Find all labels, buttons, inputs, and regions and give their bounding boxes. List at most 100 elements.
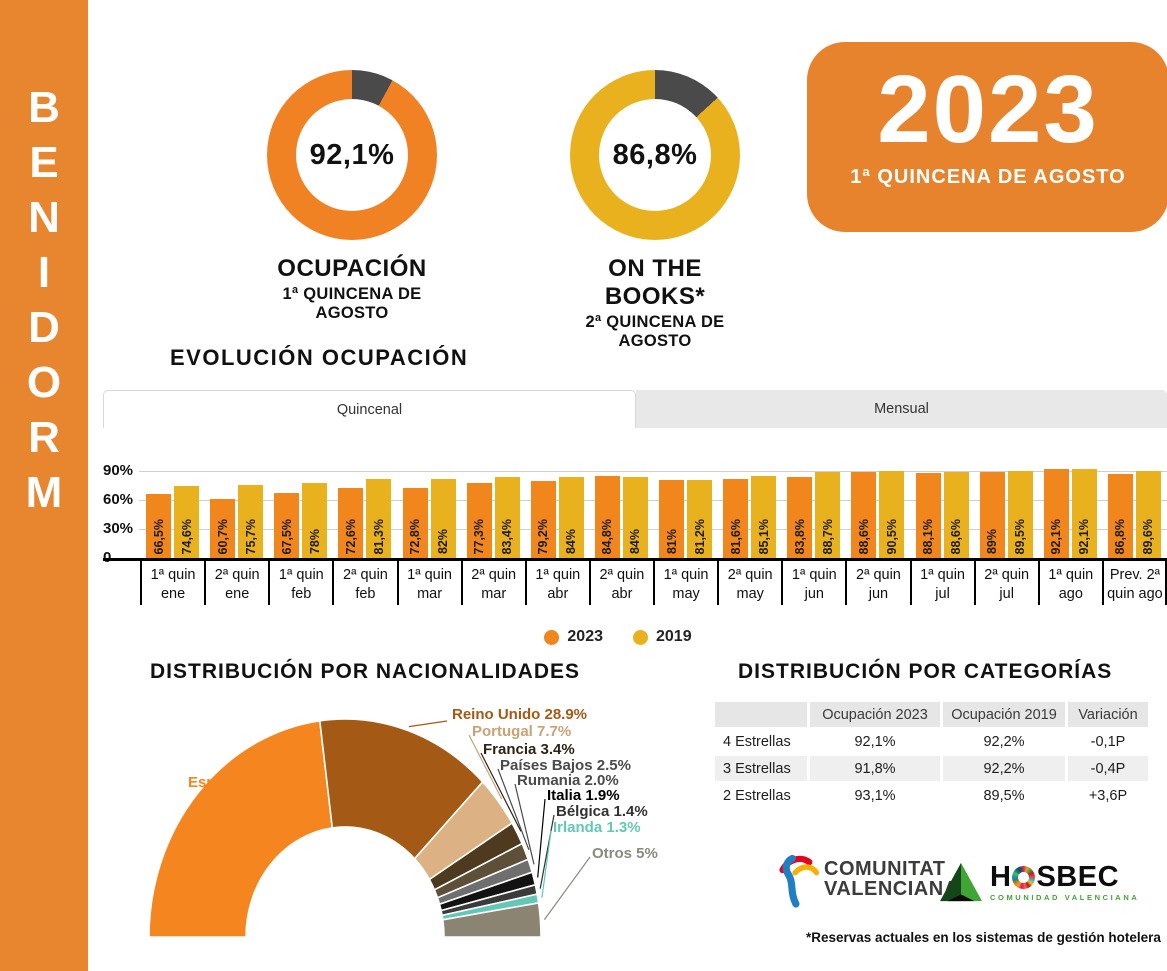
x-axis-label: 1ª quin ago bbox=[1048, 567, 1094, 602]
x-axis-label: 1ª quin jun bbox=[791, 567, 837, 602]
table-cell: 92,2% bbox=[983, 733, 1025, 750]
x-axis-label: 1ª quin may bbox=[663, 567, 709, 602]
table-cell: 91,8% bbox=[810, 756, 940, 781]
x-axis-label: 2ª quin feb bbox=[343, 567, 388, 602]
nationality-label-Rumania: Rumania 2.0% bbox=[517, 772, 619, 789]
x-axis-label: 1ª quin jul bbox=[920, 567, 965, 602]
hosbec-wordmark: H SBEC bbox=[990, 861, 1120, 893]
x-axis-separator bbox=[1101, 558, 1104, 605]
x-axis-label: 1ª quin mar bbox=[407, 567, 452, 602]
leader-line bbox=[293, 785, 314, 806]
bar-2019: 82% bbox=[430, 478, 456, 558]
table-cell: -0,4P bbox=[1068, 756, 1148, 781]
nationality-label-Italia: Italia 1.9% bbox=[547, 787, 620, 804]
bar-2019: 81,3% bbox=[366, 479, 392, 558]
bar-2019: 88,7% bbox=[815, 472, 841, 558]
leader-line bbox=[408, 720, 448, 728]
x-axis-separator bbox=[653, 558, 655, 605]
table-cell: +3,6P bbox=[1088, 787, 1128, 804]
y-axis-tick-label: 0 bbox=[103, 549, 139, 566]
bar-2019: 78% bbox=[302, 482, 328, 558]
leader-line bbox=[480, 752, 522, 832]
legend-dot-icon bbox=[544, 629, 560, 645]
bar-value-label: 88,7% bbox=[820, 518, 835, 554]
x-axis-label: 1ª quin ene bbox=[150, 567, 196, 602]
bar-2019: 75,7% bbox=[238, 484, 264, 558]
bar-2019: 92,1% bbox=[1071, 468, 1097, 558]
tab-quincenal[interactable]: Quincenal bbox=[103, 390, 636, 428]
bar-2023: 79,2% bbox=[530, 481, 556, 558]
table-cell: 2 Estrellas bbox=[723, 787, 791, 804]
nationality-label-Irlanda: Irlanda 1.3% bbox=[553, 819, 641, 836]
categories-section-title: DISTRIBUCIÓN POR CATEGORÍAS bbox=[738, 660, 1113, 683]
footnote: *Reservas actuales en los sistemas de ge… bbox=[806, 930, 1161, 945]
gridline bbox=[139, 470, 1167, 472]
x-axis-label: 2ª quin may bbox=[727, 567, 773, 602]
bar-2019: 84% bbox=[558, 476, 584, 558]
nationality-label-España: España 45.9% bbox=[187, 774, 288, 791]
x-axis-label: 2ª quin jun bbox=[856, 567, 901, 602]
bar-value-label: 82% bbox=[436, 528, 450, 554]
bar-2023: 83,8% bbox=[787, 476, 813, 558]
table-cell: 89,5% bbox=[983, 787, 1025, 804]
bar-value-label: 83,8% bbox=[792, 518, 807, 554]
x-axis-separator bbox=[140, 558, 142, 605]
table-cell: 4 Estrellas bbox=[723, 733, 791, 750]
kpi-ocupacion: 92,1% OCUPACIÓN 1ª QUINCENA DE AGOSTO bbox=[264, 70, 440, 323]
evolution-tabs: Quincenal Mensual bbox=[103, 390, 1167, 428]
bar-value-label: 66,5% bbox=[151, 518, 166, 554]
tab-mensual[interactable]: Mensual bbox=[636, 390, 1167, 428]
table-cell: 93,1% bbox=[854, 787, 896, 804]
year-badge-subtitle: 1ª QUINCENA DE AGOSTO bbox=[850, 166, 1126, 188]
bar-value-label: 81,2% bbox=[692, 518, 707, 554]
on-the-books-subtitle: 2ª QUINCENA DE AGOSTO bbox=[585, 313, 725, 350]
sidebar-letter: E bbox=[29, 138, 59, 187]
x-axis-separator bbox=[460, 558, 463, 605]
sidebar-letter: O bbox=[26, 358, 62, 407]
x-axis-separator bbox=[1037, 558, 1040, 605]
bar-value-label: 88,1% bbox=[921, 518, 935, 554]
y-axis-tick-label: 60% bbox=[103, 490, 134, 508]
bar-2023: 86,8% bbox=[1107, 474, 1133, 558]
bar-value-label: 84% bbox=[628, 528, 643, 554]
bar-value-label: 84% bbox=[564, 528, 579, 554]
kpi-on-the-books: 86,8% ON THE BOOKS* 2ª QUINCENA DE AGOST… bbox=[567, 70, 743, 351]
x-axis-label: 1ª quin abr bbox=[535, 567, 581, 602]
bar-2023: 72,6% bbox=[338, 487, 364, 558]
on-the-books-title: ON THE BOOKS* bbox=[604, 255, 706, 310]
bar-2019: 84% bbox=[622, 476, 648, 558]
evolution-legend: 2023 2019 bbox=[103, 628, 1133, 646]
bar-value-label: 72,6% bbox=[343, 518, 358, 554]
x-axis-label: 2ª quin jul bbox=[984, 567, 1030, 602]
cv-logo-line2: VALENCIANA bbox=[824, 878, 959, 900]
bar-value-label: 77,3% bbox=[472, 518, 487, 554]
bar-value-label: 85,1% bbox=[756, 518, 771, 554]
bar-value-label: 90,5% bbox=[884, 518, 899, 554]
cv-logo-line1: COMUNITAT bbox=[824, 858, 946, 880]
on-the-books-donut-chart: 86,8% bbox=[570, 70, 740, 240]
bar-value-label: 83,4% bbox=[500, 518, 515, 554]
table-cell: -0,1P bbox=[1090, 733, 1126, 750]
bar-2023: 89% bbox=[979, 471, 1005, 558]
y-axis-tick-label: 90% bbox=[103, 461, 134, 479]
x-axis-separator bbox=[1165, 558, 1167, 605]
legend-dot-icon bbox=[633, 629, 648, 645]
segment-Reino Unido bbox=[318, 718, 484, 860]
bar-2023: 84,8% bbox=[594, 476, 620, 558]
x-axis-separator bbox=[717, 558, 720, 605]
sidebar-letter: M bbox=[25, 468, 63, 517]
hosbec-sdg-ring-icon bbox=[1012, 865, 1036, 889]
x-axis-separator bbox=[204, 558, 207, 605]
bar-value-label: 89,6% bbox=[1141, 518, 1156, 554]
x-axis-label: 2ª quin abr bbox=[599, 567, 645, 602]
x-axis-label: Prev. 2ª quin ago bbox=[1107, 567, 1163, 602]
bar-value-label: 79,2% bbox=[536, 518, 551, 554]
bar-2019: 89,5% bbox=[1007, 471, 1033, 558]
bar-value-label: 81,3% bbox=[371, 518, 386, 554]
bar-value-label: 88,6% bbox=[949, 518, 963, 554]
bar-value-label: 86,8% bbox=[1113, 518, 1128, 554]
